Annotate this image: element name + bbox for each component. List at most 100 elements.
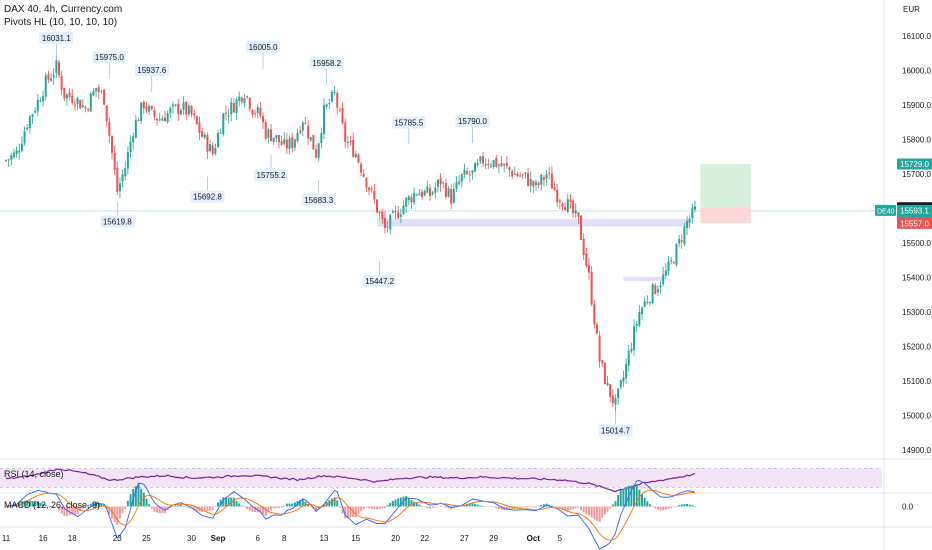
candle (309, 137, 312, 141)
candle (413, 192, 416, 203)
candle (95, 88, 98, 92)
candle (18, 150, 21, 153)
rsi-title: RSI (14, close) (4, 469, 64, 479)
candle (664, 270, 667, 276)
x-tick-label: 20 (391, 534, 400, 543)
pivot-label: 15014.7 (601, 426, 630, 435)
macd-histogram-bar (309, 506, 312, 507)
candle (341, 108, 344, 124)
macd-histogram-bar (633, 485, 636, 507)
candle (686, 221, 689, 228)
candle (134, 120, 137, 138)
candle (675, 243, 678, 265)
candle (31, 114, 34, 117)
candle (227, 115, 230, 117)
candle (548, 172, 551, 174)
macd-histogram-bar (270, 506, 272, 511)
candle (137, 120, 140, 122)
pivot-label: 15975.0 (95, 53, 124, 62)
candle (333, 91, 336, 93)
macd-histogram-bar (686, 504, 689, 507)
candle (312, 135, 315, 150)
candle (614, 397, 617, 405)
macd-histogram-bar (670, 506, 673, 509)
macd-histogram-bar (248, 506, 251, 511)
candle (646, 301, 649, 303)
candle (376, 199, 378, 213)
candle (503, 163, 506, 166)
macd-histogram-bar (288, 503, 291, 507)
macd-histogram-bar (179, 504, 182, 507)
pivot-label: 15692.8 (193, 192, 222, 201)
candle (513, 173, 516, 175)
macd-histogram-bar (672, 506, 675, 507)
macd-histogram-bar (214, 505, 217, 507)
macd-histogram-bar (140, 488, 143, 507)
candle (609, 384, 612, 397)
candle (638, 311, 641, 326)
macd-histogram-bar (182, 506, 185, 507)
candle (116, 167, 119, 192)
macd-histogram-bar (683, 504, 686, 507)
candle (36, 99, 39, 112)
candle (389, 214, 392, 230)
candle (421, 191, 424, 197)
candle (171, 104, 174, 107)
candle (84, 107, 87, 109)
candle (240, 97, 243, 103)
macd-histogram-bar (272, 506, 275, 509)
candle (5, 159, 7, 161)
macd-histogram-bar (389, 502, 392, 507)
macd-histogram-bar (542, 504, 545, 507)
candle (648, 302, 651, 304)
candle (270, 129, 272, 142)
pivot-zone (377, 218, 483, 227)
macd-histogram-bar (20, 502, 23, 507)
macd-histogram-bar (60, 506, 63, 514)
macd-histogram-bar (566, 506, 569, 512)
pivot-label-box (391, 116, 426, 129)
macd-histogram-bar (656, 506, 659, 510)
candle (63, 87, 66, 99)
macd-histogram-bar (330, 498, 333, 507)
macd-histogram-bar (209, 506, 212, 511)
symbol-tag: DE40 (877, 208, 895, 215)
macd-histogram-bar (346, 506, 349, 518)
candle (145, 106, 148, 111)
candle (542, 176, 545, 180)
candle (280, 141, 283, 145)
candle (28, 116, 31, 129)
candle (625, 364, 628, 379)
macd-histogram-bar (224, 497, 227, 507)
candle (484, 164, 487, 166)
indicator-title: Pivots HL (10, 10, 10, 10) (4, 17, 118, 28)
pivot-label: 15937.6 (137, 66, 166, 75)
candle (344, 122, 347, 142)
candle (79, 100, 82, 109)
macd-histogram-bar (564, 506, 567, 511)
symbol-tag-box (875, 204, 896, 216)
rsi-band (0, 468, 882, 488)
candle (368, 187, 371, 191)
macd-histogram-bar (26, 500, 29, 507)
macd-histogram-bar (540, 505, 543, 507)
candle (338, 109, 341, 111)
candle (201, 131, 204, 137)
macd-histogram-bar (505, 506, 508, 510)
candle (643, 301, 646, 307)
candle (402, 205, 405, 215)
macd-histogram-bar (415, 502, 418, 507)
macd-histogram-bar (235, 500, 238, 507)
candle (622, 377, 625, 382)
candle (360, 163, 363, 173)
candle (177, 103, 180, 114)
x-tick-label: 23 (113, 534, 122, 543)
candle (293, 139, 296, 148)
macd-histogram-bar (595, 506, 598, 521)
candle (434, 187, 437, 193)
candle (381, 211, 384, 219)
candle (262, 116, 265, 123)
candle (590, 271, 593, 305)
candle (214, 147, 217, 154)
